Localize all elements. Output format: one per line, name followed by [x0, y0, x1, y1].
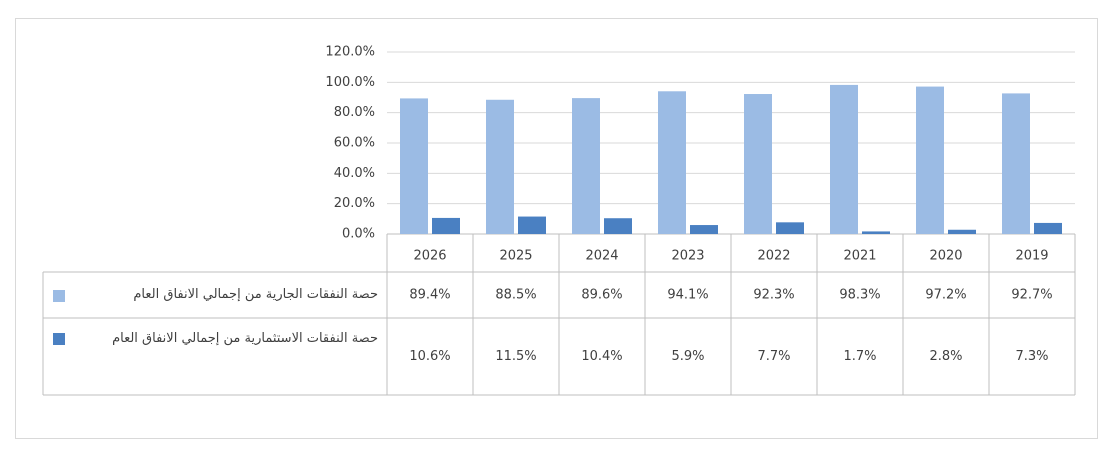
y-tick-label: 80.0%: [334, 105, 375, 120]
bar: [604, 218, 632, 234]
value-label: 5.9%: [671, 349, 704, 364]
bar: [776, 222, 804, 234]
y-tick-label: 0.0%: [342, 227, 375, 242]
legend-key: [53, 333, 65, 345]
x-tick-label: 2019: [1015, 249, 1048, 264]
bar: [658, 91, 686, 234]
value-label: 7.3%: [1015, 349, 1048, 364]
bar: [862, 231, 890, 234]
value-label: 1.7%: [843, 349, 876, 364]
x-tick-label: 2022: [757, 249, 790, 264]
value-label: 10.6%: [409, 349, 450, 364]
value-label: 88.5%: [495, 288, 536, 303]
value-label: 11.5%: [495, 349, 536, 364]
bar: [486, 99, 514, 235]
x-tick-label: 2025: [499, 249, 532, 264]
bar: [916, 86, 944, 234]
y-tick-label: 20.0%: [334, 196, 375, 211]
x-tick-label: 2026: [413, 249, 446, 264]
bar: [518, 216, 546, 234]
bar: [1002, 93, 1030, 234]
bar: [432, 217, 460, 234]
bar: [1034, 222, 1062, 234]
bar: [830, 84, 858, 234]
bar: [948, 229, 976, 234]
value-label: 92.7%: [1011, 288, 1052, 303]
y-tick-label: 120.0%: [325, 45, 375, 60]
y-tick-label: 40.0%: [334, 166, 375, 181]
x-tick-label: 2023: [671, 249, 704, 264]
x-tick-label: 2024: [585, 249, 618, 264]
bar: [572, 98, 600, 235]
y-tick-label: 100.0%: [325, 75, 375, 90]
value-label: 94.1%: [667, 288, 708, 303]
value-label: 89.4%: [409, 288, 450, 303]
bar: [744, 94, 772, 235]
value-label: 92.3%: [753, 288, 794, 303]
value-label: 10.4%: [581, 349, 622, 364]
bar: [400, 98, 428, 234]
legend-label: حصة النفقات الجارية من إجمالي الانفاق ال…: [133, 287, 378, 302]
legend-label: حصة النفقات الاستثمارية من إجمالي الانفا…: [112, 331, 378, 346]
x-tick-label: 2020: [929, 249, 962, 264]
value-label: 89.6%: [581, 288, 622, 303]
legend-key: [53, 290, 65, 302]
y-tick-label: 60.0%: [334, 136, 375, 151]
value-label: 2.8%: [929, 349, 962, 364]
x-tick-label: 2021: [843, 249, 876, 264]
bar: [690, 225, 718, 234]
value-label: 97.2%: [925, 288, 966, 303]
value-label: 7.7%: [757, 349, 790, 364]
value-label: 98.3%: [839, 288, 880, 303]
